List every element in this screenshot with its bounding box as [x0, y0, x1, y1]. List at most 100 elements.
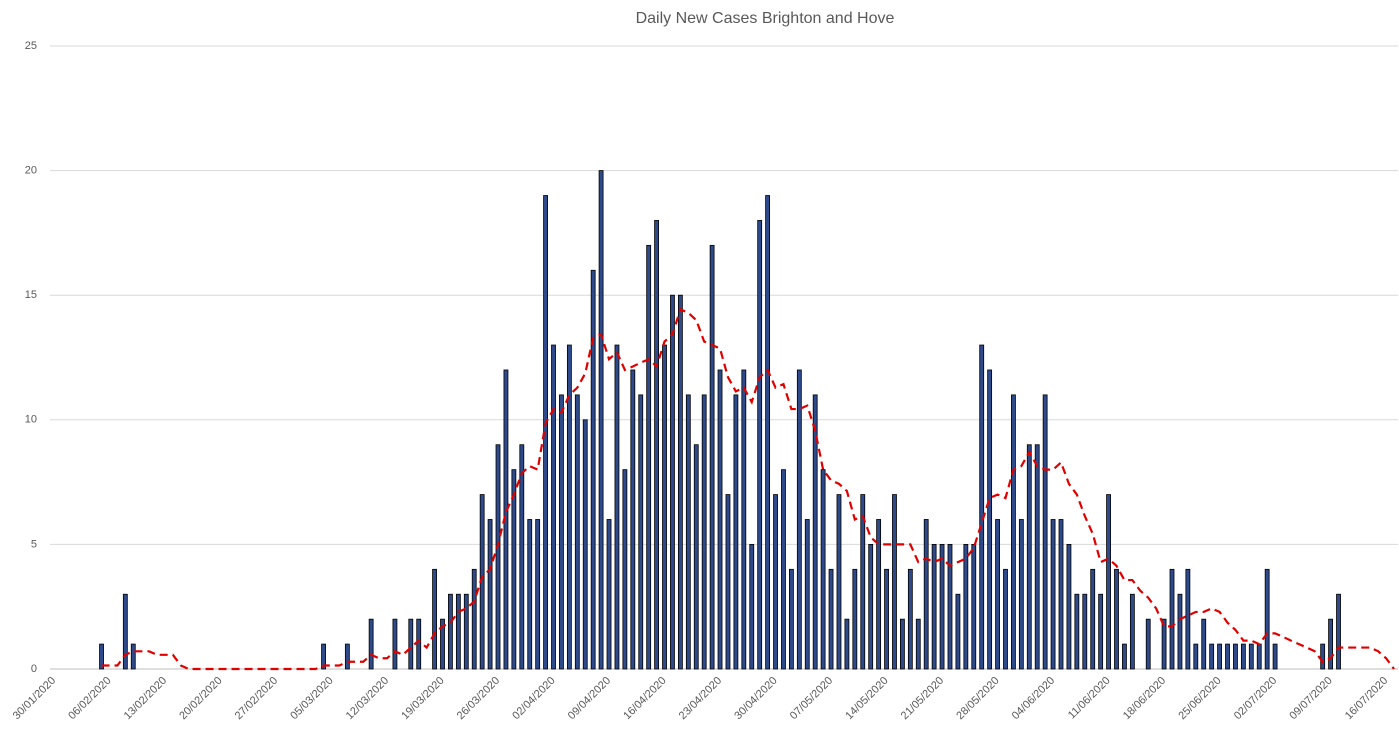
bar [1272, 643, 1278, 670]
bar [559, 394, 564, 670]
bar [1042, 394, 1048, 670]
bar [1026, 444, 1032, 670]
bar [1050, 519, 1056, 670]
bar [99, 643, 104, 670]
bar [1145, 618, 1151, 670]
bar [749, 544, 755, 670]
bar [1240, 643, 1246, 670]
bar [416, 618, 422, 670]
bar [923, 519, 929, 670]
bar [733, 394, 739, 670]
bar [535, 519, 541, 670]
bar [1122, 643, 1127, 670]
moving-average-line [101, 307, 1395, 671]
bar [432, 568, 437, 670]
y-tick-label: 15 [25, 289, 37, 301]
bar [495, 444, 501, 670]
bar [440, 618, 445, 670]
bar [836, 494, 842, 670]
bar [646, 244, 652, 670]
bar [1066, 544, 1072, 670]
bar [709, 244, 715, 670]
bar [662, 344, 667, 670]
bar [574, 394, 580, 670]
bar [907, 568, 913, 670]
bar [344, 643, 350, 670]
bar [701, 394, 707, 670]
bar [757, 220, 763, 670]
bar [1225, 643, 1230, 670]
bar [1082, 593, 1088, 670]
y-tick-label: 10 [25, 414, 37, 426]
bar [463, 593, 469, 670]
bar [1034, 444, 1040, 670]
bar [915, 618, 921, 670]
bar [741, 369, 747, 670]
bar [789, 568, 794, 670]
bar [487, 519, 493, 670]
bar [455, 593, 461, 670]
bar [122, 593, 128, 670]
bar [995, 519, 1000, 670]
bar [693, 444, 699, 670]
bar [1328, 618, 1333, 670]
bar [844, 618, 850, 670]
bar [321, 643, 326, 670]
bar [900, 618, 905, 670]
bar [511, 469, 517, 670]
bar [654, 220, 659, 670]
bar [1011, 394, 1016, 670]
bar [527, 519, 533, 670]
bar [852, 568, 858, 670]
bar [725, 494, 731, 670]
bar [1058, 519, 1064, 670]
bar [955, 593, 961, 670]
bar [939, 544, 945, 670]
bar [781, 469, 786, 670]
bar [1106, 494, 1111, 670]
bar [884, 568, 889, 670]
bar [638, 394, 644, 670]
bar [1114, 568, 1119, 670]
bar [1185, 568, 1191, 670]
bar [773, 494, 778, 670]
bar [804, 519, 810, 670]
bar [622, 469, 628, 670]
bar [1256, 643, 1262, 670]
y-tick-label: 5 [31, 538, 37, 550]
bar [1169, 568, 1175, 670]
bar [963, 544, 969, 670]
bar [1320, 643, 1326, 670]
y-tick-label: 20 [25, 165, 37, 177]
bar [947, 544, 953, 670]
bar [987, 369, 993, 670]
bar [519, 444, 525, 670]
bar [566, 344, 572, 670]
bar [971, 544, 977, 670]
bar [1193, 643, 1199, 670]
bar [1003, 568, 1008, 670]
bar [1201, 618, 1207, 670]
bar [1177, 593, 1183, 670]
bar [408, 618, 414, 670]
bar [630, 369, 636, 670]
bar [979, 344, 985, 670]
bar [582, 419, 588, 670]
bar [876, 519, 882, 670]
bar [820, 469, 826, 670]
bar [931, 544, 937, 670]
bar [1248, 643, 1254, 670]
y-tick-label: 0 [31, 663, 37, 675]
bar [860, 494, 866, 670]
bar [598, 170, 604, 670]
bar [1129, 593, 1135, 670]
bar [1090, 568, 1096, 670]
bar [590, 269, 596, 670]
bar [812, 394, 818, 670]
bar [1098, 593, 1104, 670]
bar [1074, 593, 1080, 670]
bar [717, 369, 723, 670]
bar [448, 593, 453, 670]
